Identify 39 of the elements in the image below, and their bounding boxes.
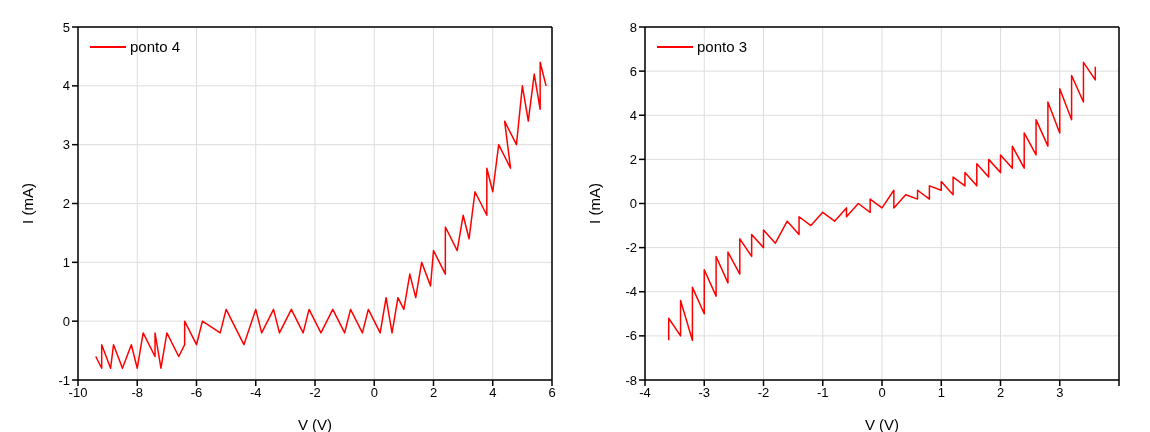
y-tick-label: -6 — [625, 328, 637, 344]
y-tick-label: 4 — [62, 78, 70, 94]
y-tick-label: -1 — [58, 372, 70, 388]
x-tick-label: 0 — [370, 385, 378, 401]
x-tick-label: 2 — [429, 385, 438, 401]
y-tick-label: -2 — [625, 240, 637, 256]
x-tick-label: -3 — [698, 385, 711, 401]
y-tick-label: 0 — [62, 313, 70, 329]
y-tick-label: 2 — [629, 151, 637, 167]
y-tick-label: 3 — [62, 137, 70, 153]
x-tick-label: -1 — [816, 385, 829, 401]
line-series — [667, 61, 1097, 342]
x-tick-label: -8 — [131, 385, 144, 401]
x-tick-label: -10 — [68, 385, 88, 401]
y-tick-label: 4 — [629, 107, 637, 123]
legend-label: ponto 4 — [130, 38, 181, 55]
y-tick-label: -4 — [625, 284, 637, 300]
x-tick-label: 1 — [937, 385, 945, 401]
y-tick-label: 5 — [62, 19, 70, 35]
legend-label: ponto 3 — [697, 38, 748, 55]
x-tick-label: -6 — [190, 385, 203, 401]
x-tick-label: 3 — [1056, 385, 1064, 401]
x-tick-label: 2 — [996, 385, 1005, 401]
x-tick-label: -2 — [309, 385, 321, 401]
y-tick-label: -8 — [625, 372, 637, 388]
x-tick-label: 6 — [548, 385, 556, 401]
y-axis-title: I (mA) — [19, 183, 37, 224]
y-tick-label: 6 — [629, 63, 637, 79]
x-tick-label: 4 — [489, 385, 497, 401]
x-tick-label: -4 — [249, 385, 262, 401]
x-tick-label: -2 — [757, 385, 770, 401]
y-tick-label: 2 — [62, 196, 70, 212]
x-tick-label: 0 — [878, 385, 886, 401]
y-tick-label: 8 — [629, 19, 637, 35]
line-series — [95, 61, 547, 369]
y-tick-label: 0 — [629, 196, 637, 212]
y-axis-title: I (mA) — [586, 183, 604, 224]
y-tick-label: 1 — [62, 254, 70, 270]
x-tick-label: -4 — [639, 385, 651, 401]
